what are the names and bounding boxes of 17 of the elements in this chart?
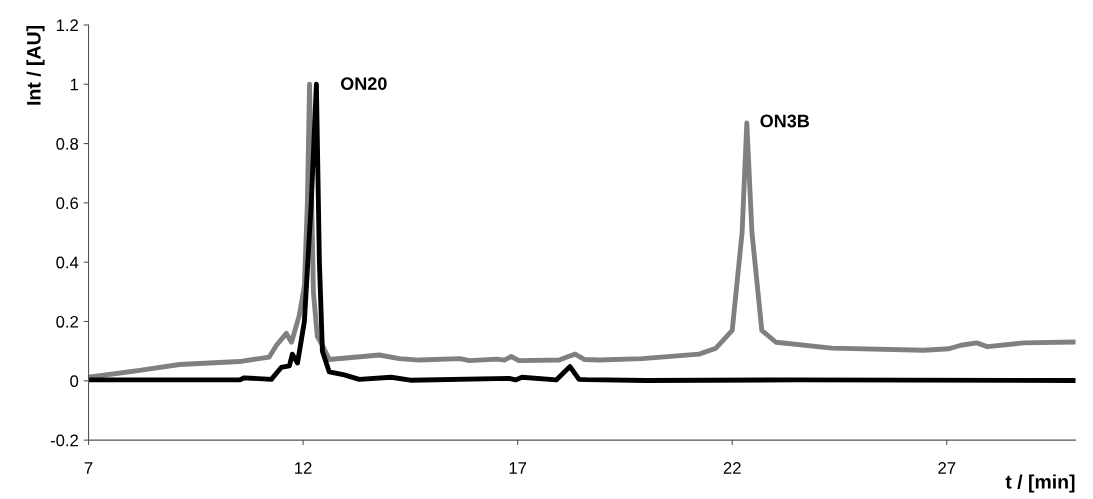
x-tick-label: 7 <box>84 462 93 474</box>
x-tick-label: 12 <box>295 462 312 474</box>
x-tick-label: 22 <box>723 462 741 474</box>
y-tick-label: 1 <box>70 78 78 91</box>
y-tick-label: 0.4 <box>56 256 79 269</box>
y-tick-label: 0.8 <box>56 137 79 150</box>
annotation: ON3B <box>760 114 810 128</box>
x-axis-title: t / [min] <box>1005 474 1075 493</box>
y-tick-label: -0.2 <box>50 434 78 447</box>
x-tick-label: 27 <box>938 462 956 474</box>
x-tick-label: 17 <box>509 462 527 474</box>
y-tick-label: 0.6 <box>56 197 79 210</box>
y-tick-label: 1.2 <box>56 19 78 31</box>
y-axis-title: Int / [AU] <box>26 26 45 105</box>
annotation: ON20 <box>340 77 387 90</box>
y-tick-label: 0.2 <box>56 315 78 328</box>
y-tick-label: 0 <box>70 375 79 388</box>
